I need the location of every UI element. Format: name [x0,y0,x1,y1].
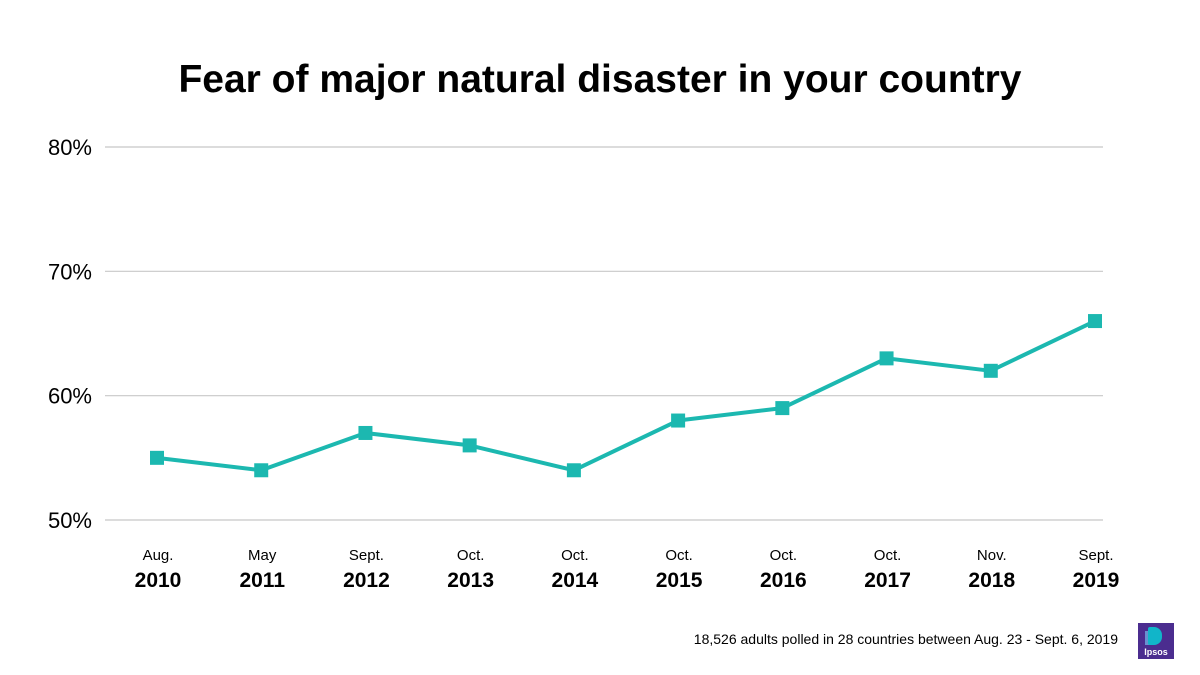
data-point [254,463,269,478]
x-tick-month: Sept. [349,547,384,564]
x-tick-year: 2014 [552,569,599,592]
x-tick-year: 2010 [135,569,182,592]
y-tick-label: 60% [48,384,92,409]
y-tick-label: 70% [48,259,92,284]
x-tick-month: Sept. [1078,547,1113,564]
series-line [156,319,1096,473]
y-tick-label: 80% [48,135,92,160]
x-tick-month: Oct. [457,547,485,564]
data-point [462,438,477,453]
x-tick-month: Oct. [561,547,589,564]
x-tick-year: 2019 [1073,569,1120,592]
x-tick-year: 2015 [656,569,703,592]
x-tick-month: May [248,547,277,564]
x-tick-month: Oct. [874,547,902,564]
data-point [775,401,790,416]
x-tick-month: Oct. [665,547,693,564]
data-point [150,450,164,465]
data-point [983,363,998,378]
x-tick-year: 2016 [760,569,807,592]
x-tick-year: 2013 [447,569,494,592]
data-point [1088,314,1102,329]
data-point [879,351,894,366]
x-tick-year: 2017 [864,569,911,592]
x-tick-year: 2012 [343,569,390,592]
chart-title: Fear of major natural disaster in your c… [178,58,1022,101]
x-tick-year: 2018 [968,569,1015,592]
x-tick-month: Aug. [143,547,174,564]
data-point [671,413,686,428]
gridlines [105,146,1103,521]
x-tick-year: 2011 [239,569,285,592]
y-axis-ticks: 50% 60% 70% 80% [48,135,92,533]
y-tick-label: 50% [48,508,92,533]
data-points [150,314,1102,478]
data-point [358,425,373,440]
footnote: 18,526 adults polled in 28 countries bet… [693,631,1118,647]
x-tick-month: Oct. [770,547,798,564]
x-tick-month: Nov. [977,547,1007,564]
x-axis-ticks: Aug. 2010 May 2011 Sept. 2012 Oct. 2013 Oct. 2014… [135,547,1120,592]
data-point [566,463,581,478]
logo-text: Ipsos [1144,647,1168,657]
ipsos-logo: Ipsos [1138,623,1174,659]
